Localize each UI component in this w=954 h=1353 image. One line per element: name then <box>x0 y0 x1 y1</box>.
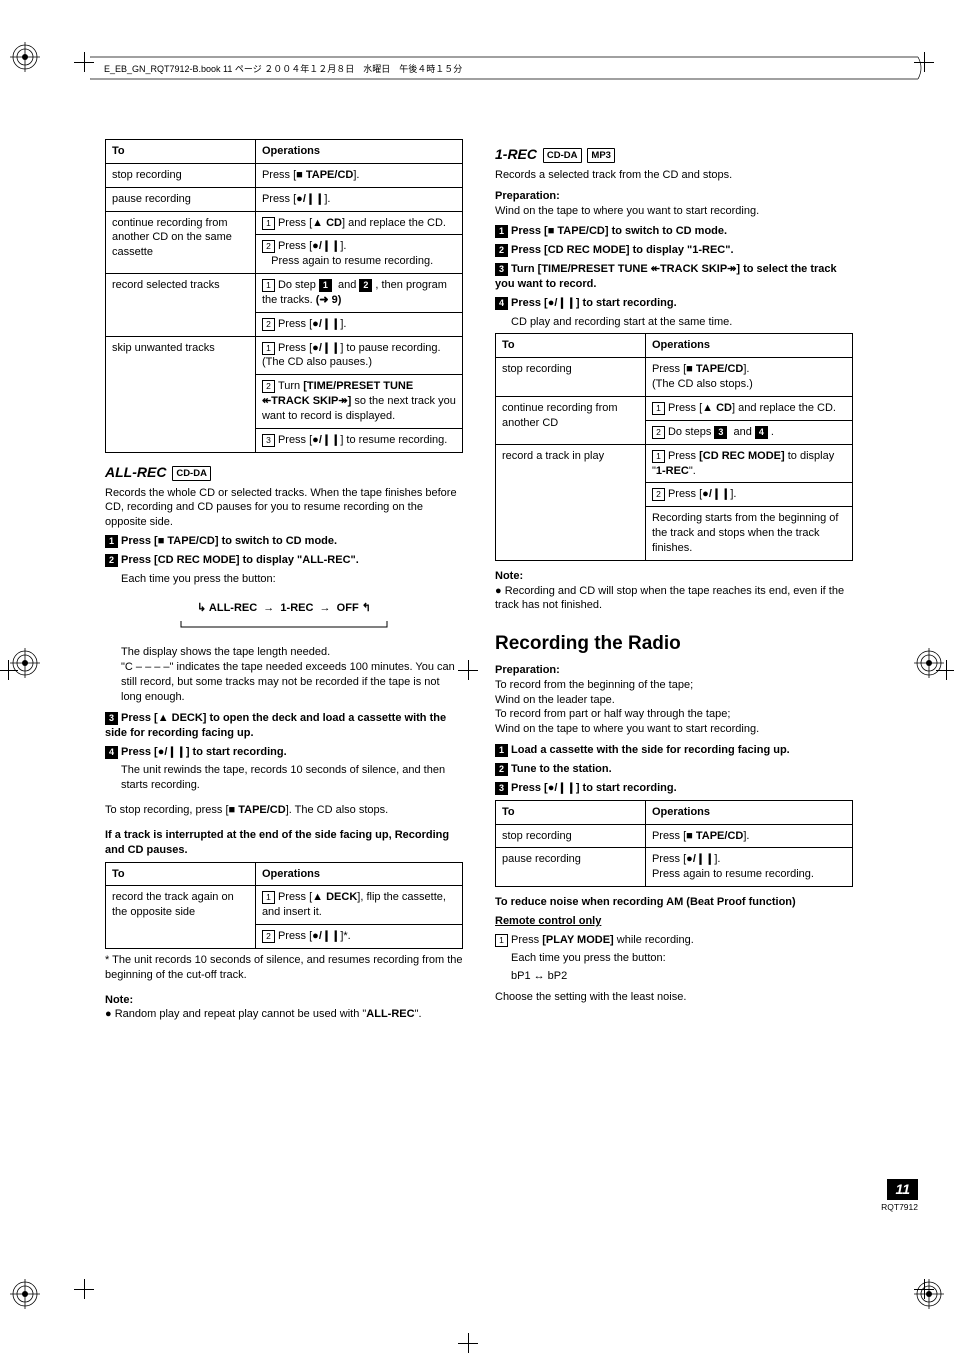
onerec-heading: 1-REC CD-DA MP3 <box>495 145 853 164</box>
radio-heading: Recording the Radio <box>495 631 853 657</box>
allrec-heading: ALL-REC CD-DA <box>105 463 463 482</box>
page-number: 11 RQT7912 <box>881 1179 918 1213</box>
table-operations-3: ToOperations stop recordingPress [■ TAPE… <box>495 333 853 560</box>
header-text: E_EB_GN_RQT7912-B.book 11 ページ ２００４年１２月８日… <box>104 63 462 75</box>
mode-cycle-diagram: ↳ ALL-REC → 1-REC → OFF ↰ <box>169 595 399 636</box>
table-operations-2: ToOperations record the track again on t… <box>105 862 463 949</box>
reg-mark <box>10 42 40 72</box>
allrec-desc: Records the whole CD or selected tracks.… <box>105 486 463 531</box>
page-header: E_EB_GN_RQT7912-B.book 11 ページ ２００４年１２月８日… <box>90 55 924 83</box>
table-operations-4: ToOperations stop recordingPress [■ TAPE… <box>495 800 853 887</box>
table-operations-1: ToOperations stop recordingPress [■ TAPE… <box>105 139 463 453</box>
